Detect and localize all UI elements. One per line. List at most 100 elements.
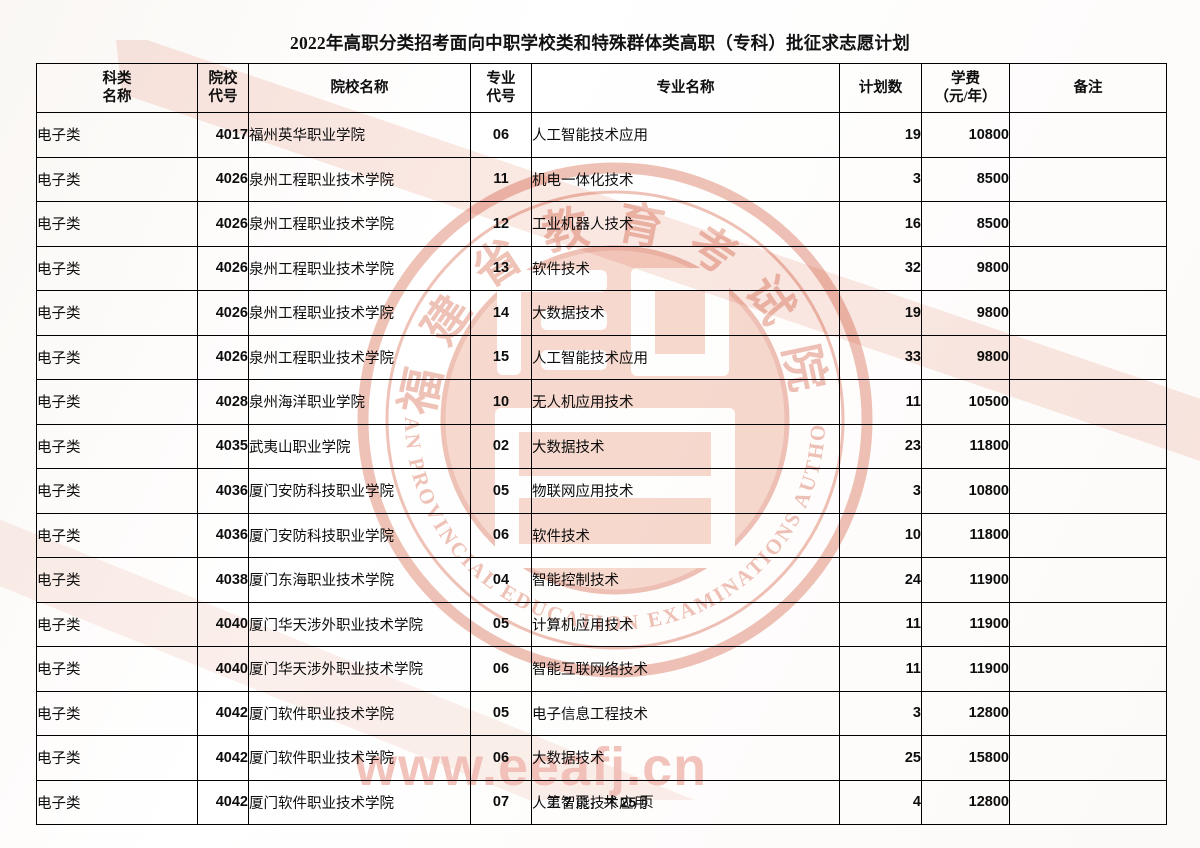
cell-remark: [1009, 290, 1167, 336]
col-header-remark: 备注: [1009, 63, 1167, 113]
cell-school-name: 泉州工程职业技术学院: [248, 334, 471, 380]
cell-remark: [1009, 423, 1167, 469]
cell-school-name: 厦门华天涉外职业技术学院: [248, 646, 471, 692]
cell-remark: [1009, 245, 1167, 291]
cell-category: 电子类: [36, 468, 198, 514]
cell-major-code: 05: [470, 468, 532, 514]
table-row: 电子类 4042 厦门软件职业技术学院 06 大数据技术 25 15800: [36, 735, 1167, 781]
table-row: 电子类 4026 泉州工程职业技术学院 12 工业机器人技术 16 8500: [36, 201, 1167, 247]
cell-plan-count: 3: [839, 156, 922, 202]
cell-category: 电子类: [36, 156, 198, 202]
cell-school-name: 厦门安防科技职业学院: [248, 512, 471, 558]
col-header-plan-count: 计划数: [839, 63, 922, 113]
col-header-major-name: 专业名称: [531, 63, 840, 113]
cell-tuition: 10500: [921, 379, 1010, 425]
cell-category: 电子类: [36, 735, 198, 781]
cell-category: 电子类: [36, 245, 198, 291]
table-row: 电子类 4026 泉州工程职业技术学院 11 机电一体化技术 3 8500: [36, 156, 1167, 202]
cell-tuition: 12800: [921, 690, 1010, 736]
cell-major-code: 06: [470, 646, 532, 692]
cell-school-name: 武夷山职业学院: [248, 423, 471, 469]
col-header-category: 科类 名称: [36, 63, 198, 113]
cell-tuition: 11900: [921, 646, 1010, 692]
cell-remark: [1009, 601, 1167, 647]
table-row: 电子类 4036 厦门安防科技职业学院 05 物联网应用技术 3 10800: [36, 468, 1167, 514]
col-header-tuition: 学费 （元/年）: [921, 63, 1010, 113]
cell-school-name: 泉州工程职业技术学院: [248, 156, 471, 202]
cell-school-code: 4026: [197, 201, 249, 247]
cell-major-name: 工业机器人技术: [531, 201, 840, 247]
cell-school-code: 4042: [197, 735, 249, 781]
cell-plan-count: 32: [839, 245, 922, 291]
cell-plan-count: 11: [839, 601, 922, 647]
cell-major-name: 软件技术: [531, 245, 840, 291]
table-row: 电子类 4026 泉州工程职业技术学院 15 人工智能技术应用 33 9800: [36, 334, 1167, 380]
table-row: 电子类 4036 厦门安防科技职业学院 06 软件技术 10 11800: [36, 512, 1167, 558]
cell-school-code: 4028: [197, 379, 249, 425]
col-header-school-name: 院校名称: [248, 63, 471, 113]
col-header-school-code-line2: 代号: [208, 89, 238, 105]
col-header-major-code-line2: 代号: [486, 89, 516, 105]
cell-major-name: 物联网应用技术: [531, 468, 840, 514]
cell-tuition: 10800: [921, 468, 1010, 514]
cell-remark: [1009, 156, 1167, 202]
cell-school-name: 厦门安防科技职业学院: [248, 468, 471, 514]
cell-school-code: 4042: [197, 690, 249, 736]
cell-category: 电子类: [36, 334, 198, 380]
cell-plan-count: 3: [839, 690, 922, 736]
table-row: 电子类 4035 武夷山职业学院 02 大数据技术 23 11800: [36, 423, 1167, 469]
cell-remark: [1009, 112, 1167, 158]
cell-major-name: 智能互联网络技术: [531, 646, 840, 692]
footer-prefix: 第: [546, 796, 561, 811]
footer-page-number: 7: [563, 794, 572, 810]
cell-tuition: 9800: [921, 245, 1010, 291]
table-header: 科类 名称 院校 代号 院校名称 专业 代号 专业名称: [36, 63, 1167, 113]
cell-major-name: 人工智能技术应用: [531, 334, 840, 380]
cell-tuition: 10800: [921, 112, 1010, 158]
cell-major-code: 15: [470, 334, 532, 380]
cell-category: 电子类: [36, 112, 198, 158]
cell-major-code: 04: [470, 557, 532, 603]
cell-plan-count: 24: [839, 557, 922, 603]
cell-major-name: 电子信息工程技术: [531, 690, 840, 736]
cell-major-code: 06: [470, 112, 532, 158]
cell-school-code: 4036: [197, 468, 249, 514]
cell-remark: [1009, 512, 1167, 558]
cell-plan-count: 3: [839, 468, 922, 514]
plan-table-container: 科类 名称 院校 代号 院校名称 专业 代号 专业名称: [36, 63, 1167, 825]
cell-plan-count: 19: [839, 112, 922, 158]
cell-plan-count: 11: [839, 646, 922, 692]
cell-major-name: 计算机应用技术: [531, 601, 840, 647]
cell-major-code: 06: [470, 512, 532, 558]
cell-major-name: 人工智能技术应用: [531, 112, 840, 158]
col-header-school-code-line1: 院校: [208, 70, 238, 87]
cell-remark: [1009, 468, 1167, 514]
cell-plan-count: 25: [839, 735, 922, 781]
cell-major-name: 大数据技术: [531, 735, 840, 781]
cell-major-code: 12: [470, 201, 532, 247]
cell-tuition: 8500: [921, 201, 1010, 247]
cell-category: 电子类: [36, 557, 198, 603]
cell-remark: [1009, 201, 1167, 247]
cell-major-code: 06: [470, 735, 532, 781]
cell-major-code: 02: [470, 423, 532, 469]
cell-major-code: 11: [470, 156, 532, 202]
cell-plan-count: 23: [839, 423, 922, 469]
page-title: 2022年高职分类招考面向中职学校类和特殊群体类高职（专科）批征求志愿计划: [290, 33, 910, 53]
cell-major-code: 10: [470, 379, 532, 425]
cell-school-name: 厦门东海职业技术学院: [248, 557, 471, 603]
cell-major-code: 05: [470, 601, 532, 647]
cell-school-name: 厦门软件职业技术学院: [248, 690, 471, 736]
cell-school-name: 福州英华职业学院: [248, 112, 471, 158]
table-row: 电子类 4017 福州英华职业学院 06 人工智能技术应用 19 10800: [36, 112, 1167, 158]
cell-category: 电子类: [36, 601, 198, 647]
cell-tuition: 11800: [921, 423, 1010, 469]
cell-plan-count: 11: [839, 379, 922, 425]
cell-remark: [1009, 379, 1167, 425]
cell-tuition: 15800: [921, 735, 1010, 781]
cell-remark: [1009, 334, 1167, 380]
cell-plan-count: 19: [839, 290, 922, 336]
cell-major-name: 无人机应用技术: [531, 379, 840, 425]
cell-school-code: 4040: [197, 646, 249, 692]
cell-category: 电子类: [36, 379, 198, 425]
